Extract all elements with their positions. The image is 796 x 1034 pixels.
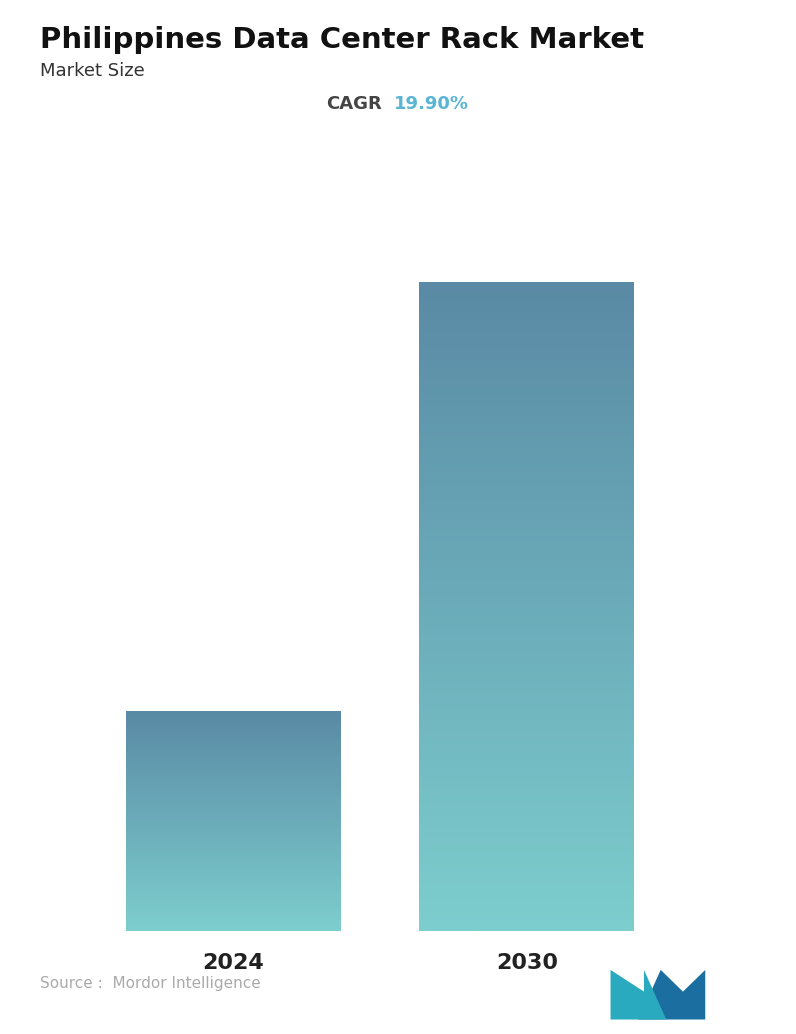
Polygon shape: [611, 970, 666, 1020]
Text: Philippines Data Center Rack Market: Philippines Data Center Rack Market: [40, 26, 644, 54]
Text: 19.90%: 19.90%: [394, 95, 469, 113]
Text: Market Size: Market Size: [40, 62, 145, 80]
Text: CAGR: CAGR: [326, 95, 382, 113]
Text: Source :  Mordor Intelligence: Source : Mordor Intelligence: [40, 975, 260, 991]
Polygon shape: [638, 970, 705, 1020]
